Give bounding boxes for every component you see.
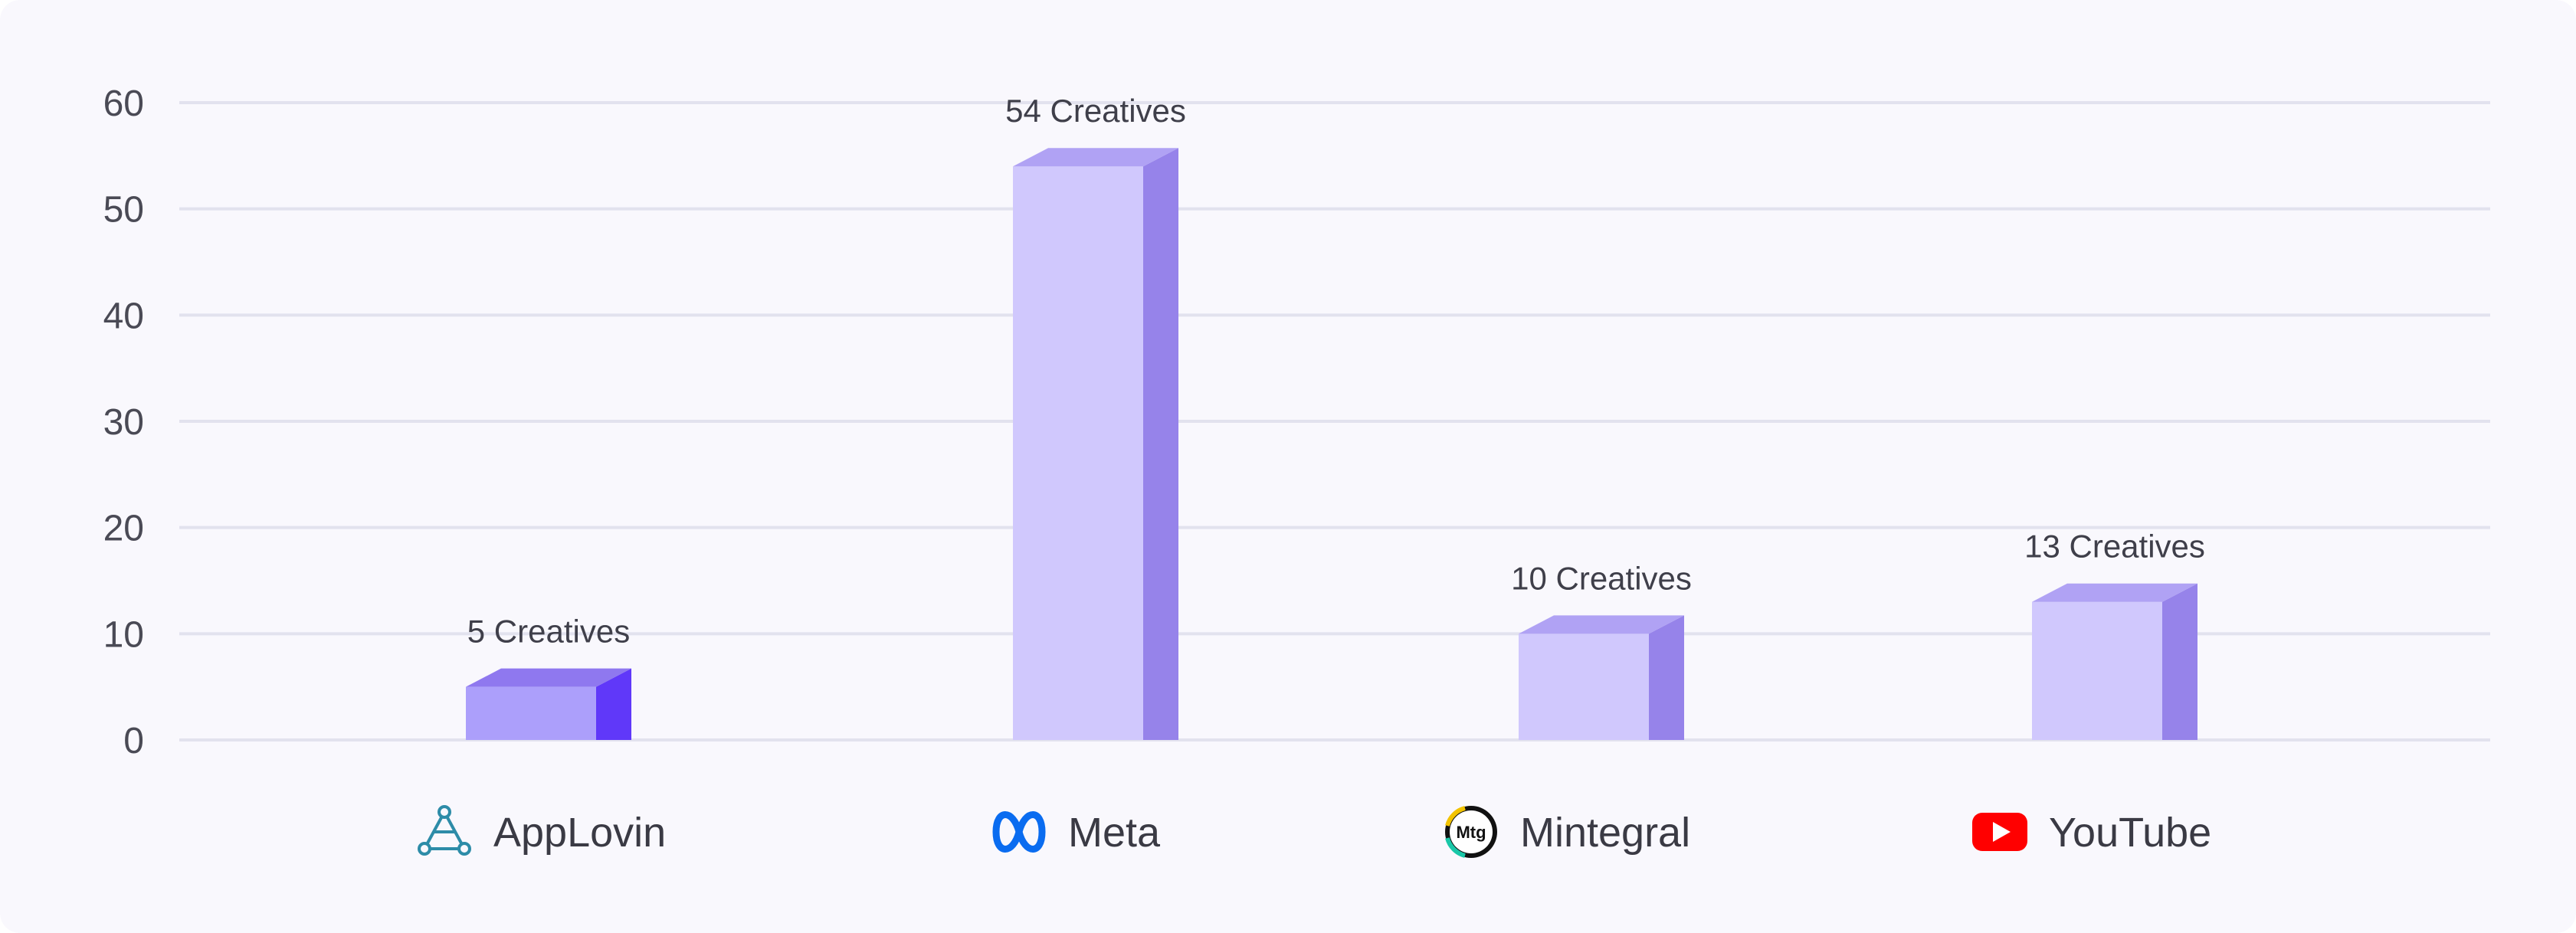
y-tick-label-0: 0 (123, 721, 144, 761)
y-axis-ticks: 0 10 20 30 40 50 60 (103, 83, 144, 761)
x-tick-label-youtube: YouTube (2049, 810, 2211, 856)
category-youtube: YouTube (1972, 810, 2211, 856)
youtube-logo-icon (1972, 813, 2027, 851)
bar-meta (1013, 148, 1178, 740)
category-mintegral: Mtg Mintegral (1445, 806, 1690, 858)
bar-front-mintegral (1519, 633, 1649, 740)
bar-side-youtube (2162, 583, 2197, 740)
bar-side-meta (1143, 148, 1178, 740)
bar-front-applovin (466, 686, 596, 740)
meta-logo-icon (992, 811, 1046, 853)
svg-text:Mtg: Mtg (1456, 823, 1486, 842)
data-label-mintegral: 10 Creatives (1511, 560, 1692, 596)
applovin-logo-icon (418, 805, 471, 856)
category-meta: Meta (992, 810, 1161, 856)
bar-top-mintegral (1519, 615, 1684, 634)
bar-mintegral (1519, 615, 1684, 740)
y-tick-label-20: 20 (103, 509, 144, 549)
y-tick-label-30: 30 (103, 402, 144, 443)
bar-front-youtube (2032, 601, 2162, 740)
bar-top-applovin (466, 668, 631, 687)
data-label-youtube: 13 Creatives (2024, 529, 2205, 565)
x-tick-label-meta: Meta (1068, 810, 1161, 856)
y-tick-label-60: 60 (103, 83, 144, 124)
x-tick-label-mintegral: Mintegral (1520, 810, 1690, 856)
bar-top-youtube (2032, 583, 2197, 602)
y-tick-label-50: 50 (103, 190, 144, 231)
data-label-applovin: 5 Creatives (467, 614, 630, 650)
gridlines (179, 101, 2490, 741)
bar-youtube (2032, 583, 2197, 740)
bar-side-mintegral (1649, 615, 1684, 740)
x-axis-categories: AppLovin Meta Mtg Mintegral YouTube (418, 805, 2211, 858)
bars (466, 148, 2197, 740)
data-label-meta: 54 Creatives (1005, 93, 1186, 129)
bar-applovin (466, 668, 631, 740)
y-tick-label-40: 40 (103, 296, 144, 336)
x-tick-label-applovin: AppLovin (493, 810, 666, 856)
bar-front-meta (1013, 166, 1143, 740)
data-labels: 5 Creatives 54 Creatives 10 Creatives 13 Cr… (467, 93, 2205, 649)
category-applovin: AppLovin (418, 805, 666, 856)
mintegral-logo-icon: Mtg (1445, 806, 1497, 858)
bar-top-meta (1013, 148, 1178, 167)
bar-side-applovin (596, 668, 631, 740)
y-tick-label-10: 10 (103, 614, 144, 655)
